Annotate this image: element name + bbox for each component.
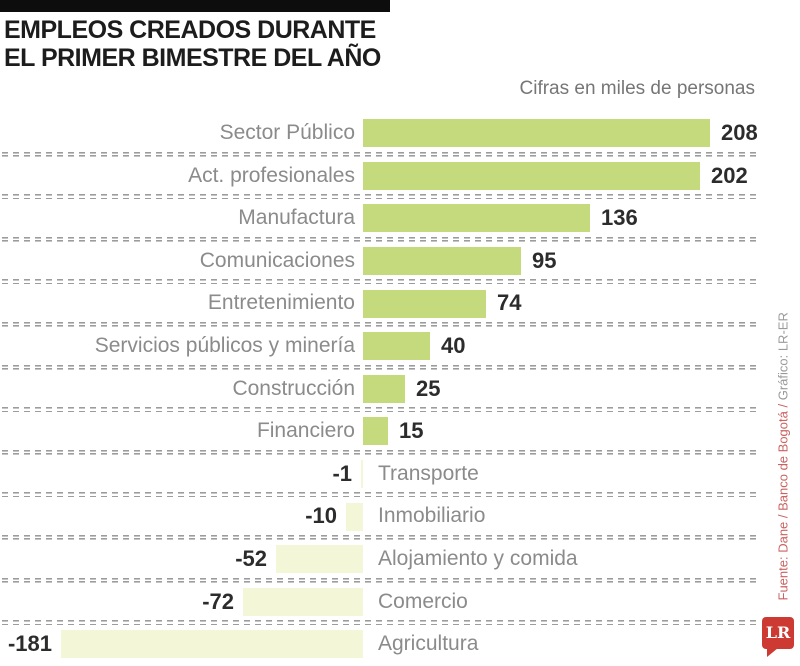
chart-row: Inmobiliario -10 <box>0 495 800 540</box>
positive-bar <box>363 374 405 403</box>
category-label: Transporte <box>378 461 479 485</box>
category-label: Act. profesionales <box>188 163 355 187</box>
negative-bar <box>243 587 363 616</box>
value-label: -52 <box>235 545 267 571</box>
chart-row: Alojamiento y comida -52 <box>0 538 800 583</box>
category-label: Servicios públicos y minería <box>94 333 355 357</box>
chart-row: Act. profesionales 202 <box>0 155 800 199</box>
chart-row: Construcción 25 <box>0 368 800 412</box>
bar-chart: Sector Público 208 Act. profesionales 202 Ma… <box>0 112 800 666</box>
value-label: 15 <box>399 418 424 444</box>
chart-row: Financiero 15 <box>0 410 800 455</box>
value-label: 136 <box>601 205 638 231</box>
value-label: 95 <box>532 247 557 273</box>
chart-row: Transporte -1 <box>0 453 800 497</box>
positive-bar <box>363 289 486 318</box>
positive-bar <box>363 247 521 276</box>
chart-row: Servicios públicos y minería 40 <box>0 325 800 370</box>
value-label: 202 <box>711 162 748 188</box>
negative-bar <box>276 545 363 574</box>
positive-bar <box>363 332 430 361</box>
positive-bar <box>363 119 710 148</box>
chart-row: Comunicaciones 95 <box>0 240 800 284</box>
chart-row: Agricultura -181 <box>0 623 800 666</box>
negative-bar <box>346 502 363 531</box>
chart-unit-label: Cifras en miles de personas <box>519 78 756 99</box>
category-label: Construcción <box>232 376 355 400</box>
negative-bar <box>61 630 363 659</box>
category-label: Inmobiliario <box>378 504 486 528</box>
positive-bar <box>363 161 700 190</box>
page-title-line1: EMPLEOS CREADOS DURANTE <box>4 16 376 44</box>
title-accent-bar <box>0 0 390 12</box>
category-label: Comercio <box>378 589 468 613</box>
value-label: -10 <box>305 503 337 529</box>
page-title-line2: EL PRIMER BIMESTRE DEL AÑO <box>4 44 381 72</box>
value-label: 74 <box>497 290 522 316</box>
category-label: Comunicaciones <box>199 248 355 272</box>
category-label: Sector Público <box>219 121 355 144</box>
chart-row: Entretenimiento 74 <box>0 282 800 327</box>
category-label: Financiero <box>256 419 355 443</box>
lr-logo: LR <box>762 617 794 657</box>
value-label: -72 <box>202 588 234 614</box>
chart-row: Sector Público 208 <box>0 112 800 157</box>
value-label: -181 <box>7 631 52 657</box>
credit-text: Gráfico: LR-ER <box>775 312 791 401</box>
value-label: 25 <box>416 375 441 401</box>
page-title: EMPLEOS CREADOS DURANTE EL PRIMER BIMEST… <box>4 16 424 72</box>
chart-row: Comercio -72 <box>0 581 800 625</box>
chart-row: Manufactura 136 <box>0 197 800 242</box>
source-text: Fuente: Dane / Banco de Bogotá / <box>775 400 791 601</box>
negative-bar <box>361 460 363 489</box>
positive-bar <box>363 417 388 446</box>
value-label: -1 <box>332 460 352 486</box>
category-label: Agricultura <box>378 632 479 656</box>
category-label: Manufactura <box>238 206 355 230</box>
category-label: Entretenimiento <box>207 291 355 315</box>
value-label: 40 <box>441 332 466 358</box>
positive-bar <box>363 204 590 233</box>
source-credit: Fuente: Dane / Banco de Bogotá / Gráfico… <box>775 255 792 601</box>
category-label: Alojamiento y comida <box>378 546 578 570</box>
value-label: 208 <box>721 120 758 145</box>
